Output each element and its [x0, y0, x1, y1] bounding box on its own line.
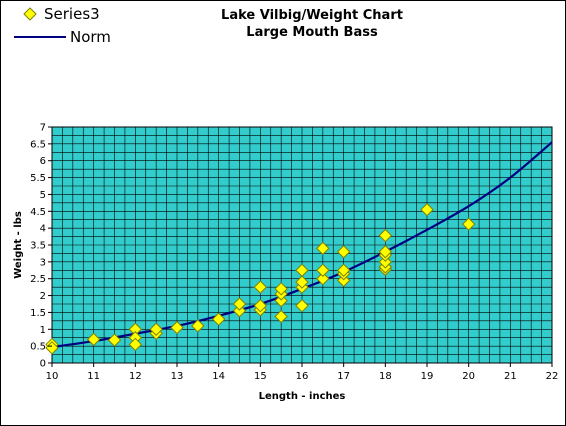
legend: Series3 Norm	[14, 5, 111, 46]
y-tick-labels: 0 0.5 1 1.5 2 2.5 3 3.5 4 4.5 5 5.5 6 6.5 7	[30, 123, 52, 370]
y-tick-label: 2.5	[30, 274, 46, 285]
data-point-diamond	[232, 304, 247, 318]
y-tick-label: 0	[40, 359, 46, 370]
data-point-diamond	[316, 272, 330, 286]
data-point-diamond	[378, 245, 393, 259]
data-point-diamond	[336, 263, 351, 277]
y-tick-label: 3.5	[30, 241, 46, 252]
x-tick-label: 12	[129, 371, 142, 382]
data-point-diamond	[274, 293, 288, 308]
chart-subtitle: Large Mouth Bass	[246, 25, 378, 40]
data-point-diamond	[191, 319, 205, 333]
data-point-diamond	[316, 241, 330, 256]
legend-label-norm: Norm	[70, 28, 111, 46]
data-point-diamond	[295, 263, 309, 277]
x-tick-label: 21	[504, 371, 517, 382]
x-tick-labels: 10 11 12 13 14 15 16 17 18 19 20 21 22	[46, 363, 559, 382]
y-tick-label: 2	[40, 291, 46, 302]
data-point-diamond	[253, 280, 268, 294]
x-tick-label: 11	[87, 371, 100, 382]
x-tick-label: 15	[254, 371, 267, 382]
x-axis-title: Length - inches	[259, 391, 346, 402]
legend-diamond-marker	[23, 7, 37, 21]
x-tick-label: 10	[46, 371, 59, 382]
y-tick-label: 5.5	[30, 173, 46, 184]
x-tick-label: 18	[379, 371, 392, 382]
data-point-diamond	[253, 298, 268, 313]
y-tick-label: 0.5	[30, 342, 46, 353]
y-axis-title: Weight - lbs	[13, 211, 24, 279]
chart-title: Lake Vilbig/Weight Chart	[221, 8, 403, 23]
data-point-diamond	[211, 312, 226, 326]
y-tick-label: 6.5	[30, 139, 46, 150]
data-point-diamond	[128, 337, 143, 352]
data-point-diamond	[149, 322, 163, 336]
x-tick-label: 13	[171, 371, 184, 382]
series3-points	[45, 202, 476, 355]
data-point-diamond	[316, 263, 330, 277]
x-tick-label: 19	[421, 371, 434, 382]
y-tick-label: 6	[40, 156, 46, 167]
x-tick-label: 20	[462, 371, 475, 382]
x-tick-label: 14	[212, 371, 225, 382]
y-tick-label: 7	[40, 123, 46, 134]
x-tick-label: 16	[296, 371, 309, 382]
y-tick-label: 1	[40, 325, 46, 336]
data-point-diamond	[336, 273, 351, 288]
data-point-diamond	[232, 297, 247, 311]
data-point-diamond	[107, 333, 122, 347]
data-point-diamond	[420, 202, 434, 217]
data-point-diamond	[170, 320, 184, 335]
legend-label-series3: Series3	[44, 5, 100, 23]
data-point-diamond	[274, 282, 288, 296]
data-point-diamond	[378, 228, 393, 243]
gridlines	[51, 126, 553, 364]
data-point-diamond	[86, 332, 101, 347]
data-point-diamond	[295, 275, 309, 289]
y-tick-label: 4.5	[30, 207, 46, 218]
data-point-diamond	[378, 255, 393, 269]
y-tick-label: 3	[40, 257, 46, 268]
y-tick-label: 1.5	[30, 308, 46, 319]
x-tick-label: 17	[337, 371, 350, 382]
data-point-diamond	[274, 309, 288, 324]
y-tick-label: 5	[40, 190, 46, 201]
y-tick-label: 4	[40, 224, 46, 235]
data-point-diamond	[461, 217, 476, 231]
data-point-diamond	[295, 298, 309, 313]
data-point-diamond	[336, 245, 351, 259]
x-tick-label: 22	[546, 371, 559, 382]
